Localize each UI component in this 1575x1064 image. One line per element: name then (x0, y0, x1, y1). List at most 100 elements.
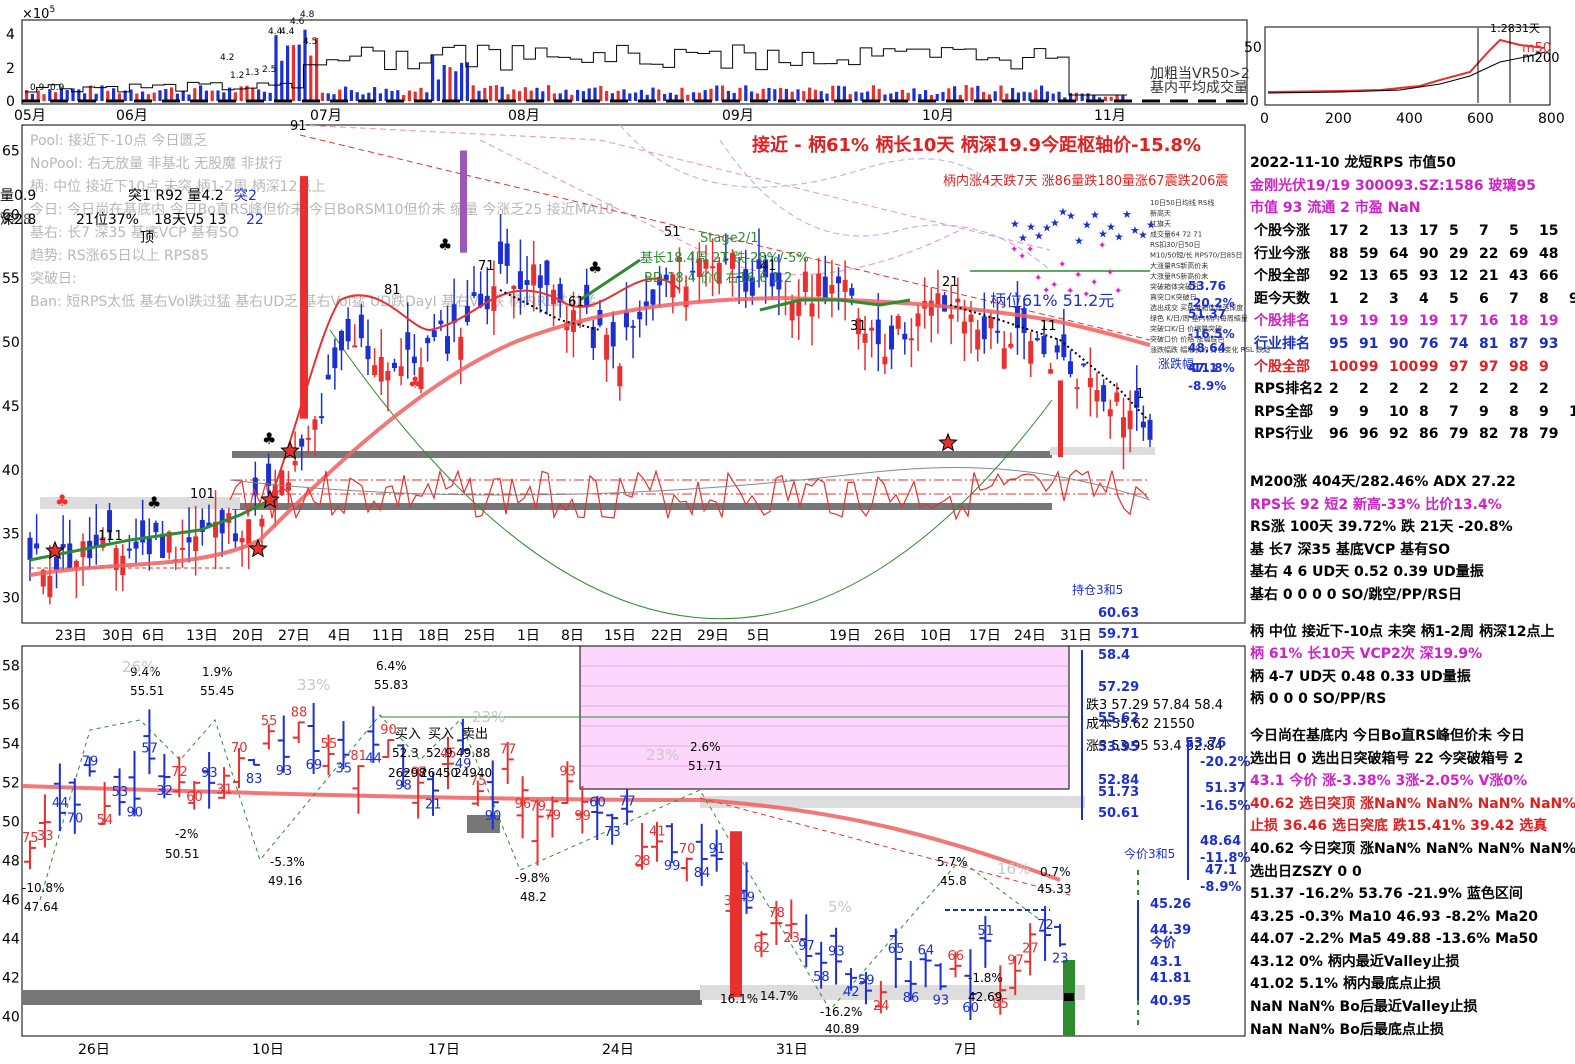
price-candle-body (696, 258, 702, 278)
mini-plot-frame (1264, 26, 1551, 106)
main-annotations: 量0.9 深2.8V2.8 突1 R92 量4.2 突2 21位37% 18天V5 13 2… (0, 119, 1270, 642)
blue-star-dot: ★ (1122, 208, 1132, 221)
lower-candle-label: 79 (82, 754, 99, 769)
main-x-tick: 20日 (232, 628, 264, 644)
main-right-level: -20.2% (1188, 296, 1235, 310)
lower-candle-label: 75 (470, 774, 487, 789)
price-candle-body (663, 274, 669, 281)
price-candle-body (617, 366, 623, 387)
info-line: 43.12 0% 柄内最近Valley止损 (1250, 953, 1460, 970)
stats-cell: 16 (1479, 313, 1499, 330)
lower-candle-label: 86 (903, 991, 920, 1006)
stats-cell: 91 (1359, 335, 1379, 352)
price-candle-body (1101, 385, 1107, 402)
price-candle-body (305, 437, 311, 440)
lower-support-bar (22, 990, 702, 1005)
mini-x-tick: 400 (1396, 111, 1423, 127)
stats-cell: 2 (1329, 381, 1339, 398)
main-left-note: 趋势: RS涨65日以上 RPS85 (30, 248, 209, 264)
main-legend-small: 突破口K/日 价缩量突破 (1150, 324, 1222, 333)
lower-candle-label: 90 (485, 809, 502, 824)
price-candle-body (1120, 417, 1126, 438)
lower-pct-label: -9.8% (515, 871, 550, 885)
volume-bar (634, 92, 638, 101)
mini-ma-line (1267, 51, 1546, 94)
stats-cell: 79 (1449, 426, 1469, 443)
lower-candle-label: 31 (216, 783, 233, 798)
stats-row-label: 个股全部 (1254, 268, 1310, 285)
lower-candle-label: 77 (500, 742, 517, 757)
main-price-mid: 59.71 (1098, 627, 1139, 642)
volume-bar (605, 91, 609, 101)
lower-right-level: 58.4 (1098, 648, 1130, 663)
volume-bar (848, 94, 852, 101)
pink-dashed (299, 124, 1051, 251)
lower-candle-label: 90 (126, 806, 143, 821)
lower-pct-label: 2.6% (690, 740, 721, 754)
volume-bar (744, 85, 748, 101)
club-marker: ♣ (438, 235, 452, 254)
info-line: NaN NaN% Bo后最近Valley止损 (1250, 999, 1478, 1016)
lower-faint-label: 23% (472, 708, 505, 726)
lower-candle-label: 79 (530, 800, 547, 815)
volume-bar-label: 0.9 (50, 83, 65, 93)
price-candle-body (1094, 390, 1100, 402)
stats-cell: 10 (1569, 403, 1575, 420)
mini-label: 1:28 (1490, 22, 1515, 35)
volume-month-labels: 05月 06月 07月 08月 09月 10月 11月 (14, 108, 1126, 124)
stats-cell: 76 (1419, 335, 1439, 352)
stats-cell: 2 (1479, 381, 1489, 398)
volume-bar (535, 87, 539, 101)
lower-candle-label: 93 (828, 944, 845, 959)
lower-annotations: 9.4% 55.51 1.9% 55.45 6.4% 55.83 -2% 50.51 -5.3%… (22, 648, 1251, 1036)
price-candle-body (1147, 419, 1153, 440)
volume-bar (703, 90, 707, 101)
price-candle-body (855, 318, 861, 335)
lower-candle-label: 49 (739, 891, 756, 906)
price-candle-body (107, 510, 113, 533)
main-annotation: 基长18.4周 2T 跌-28%/-5% (640, 250, 809, 266)
info-line: RS涨 100天 39.72% 跌 21天 -20.8% (1250, 519, 1513, 536)
volume-bar (175, 93, 179, 101)
lower-candle-label: 67 (410, 766, 427, 781)
main-legend-small: 新高天 (1150, 209, 1171, 218)
ma-green-segment (759, 298, 911, 312)
lower-candle-label: 60 (589, 796, 606, 811)
volume-bar (373, 87, 377, 101)
main-legend-small: 真突口K突破日 (1150, 293, 1197, 302)
stats-cell: 12 (1449, 268, 1469, 285)
volume-bar (1016, 92, 1020, 101)
price-candle-body (266, 463, 272, 486)
stats-cell: 92 (1329, 268, 1349, 285)
volume-bar (233, 92, 237, 101)
lower-pct-label: 50.51 (165, 847, 199, 861)
volume-bar-label: 1.2 (230, 71, 244, 81)
price-candle-body (723, 258, 729, 261)
lower-y-tick: 44 (2, 932, 20, 948)
lower-candle-label: 23 (1052, 951, 1069, 966)
lower-black-mark (1064, 993, 1074, 1001)
price-candle-body (643, 301, 649, 307)
price-candle-body (411, 356, 417, 364)
volume-bar (129, 89, 133, 101)
volume-bar (616, 90, 620, 101)
price-candle-body (809, 303, 815, 317)
lower-pivot-zone (700, 796, 1085, 808)
volume-bar (378, 93, 382, 101)
stats-cell: 7 (1479, 223, 1489, 239)
lower-candle-label: 21 (425, 798, 442, 813)
price-candle-body (889, 325, 895, 350)
main-annotation: 1 (1136, 387, 1144, 402)
volume-bar (1086, 93, 1090, 101)
volume-bar (813, 89, 817, 101)
star-marker (45, 540, 65, 560)
volume-bar (36, 90, 40, 101)
volume-bar (112, 88, 116, 101)
price-candle-body (67, 543, 73, 568)
chart-title: 接近 - 柄61% 柄长10天 柄深19.9今距枢轴价-15.8% (752, 135, 1201, 156)
volume-bar (152, 92, 156, 101)
volume-bar (680, 87, 684, 101)
volume-bar (529, 90, 533, 101)
lower-candle-label: 28 (634, 854, 651, 869)
volume-bar (686, 94, 690, 101)
